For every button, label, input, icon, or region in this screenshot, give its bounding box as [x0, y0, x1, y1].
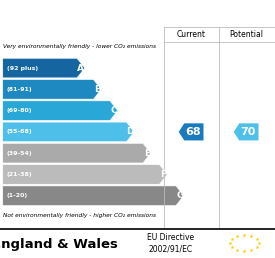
Text: (55-68): (55-68) — [7, 130, 32, 134]
Text: 68: 68 — [186, 127, 201, 137]
Polygon shape — [3, 165, 167, 184]
Polygon shape — [179, 123, 204, 140]
Text: 70: 70 — [241, 127, 256, 137]
Text: (69-80): (69-80) — [7, 108, 32, 113]
Polygon shape — [3, 186, 184, 206]
Text: England & Wales: England & Wales — [0, 238, 118, 251]
Polygon shape — [3, 122, 134, 142]
Text: (81-91): (81-91) — [7, 87, 32, 92]
Polygon shape — [3, 143, 151, 163]
Text: (21-38): (21-38) — [7, 172, 32, 177]
Text: E: E — [144, 149, 150, 158]
Text: (1-20): (1-20) — [7, 193, 28, 198]
Text: F: F — [160, 170, 166, 179]
Text: Current: Current — [177, 30, 206, 39]
Text: A: A — [77, 63, 84, 72]
Polygon shape — [234, 123, 258, 140]
Text: Not environmentally friendly - higher CO₂ emissions: Not environmentally friendly - higher CO… — [3, 213, 156, 218]
Text: C: C — [111, 106, 117, 115]
Polygon shape — [3, 101, 118, 120]
Text: Potential: Potential — [229, 30, 263, 39]
Text: EU Directive: EU Directive — [147, 233, 194, 242]
Text: D: D — [126, 127, 134, 136]
Polygon shape — [3, 79, 101, 99]
Text: (39-54): (39-54) — [7, 151, 32, 156]
Text: Very environmentally friendly - lower CO₂ emissions: Very environmentally friendly - lower CO… — [3, 44, 156, 49]
Text: B: B — [94, 85, 101, 94]
Polygon shape — [3, 58, 85, 78]
Text: G: G — [176, 191, 183, 200]
Text: (92 plus): (92 plus) — [7, 66, 38, 71]
Text: 2002/91/EC: 2002/91/EC — [148, 245, 192, 254]
Text: Environmental Impact (CO₂) Rating: Environmental Impact (CO₂) Rating — [21, 7, 254, 20]
